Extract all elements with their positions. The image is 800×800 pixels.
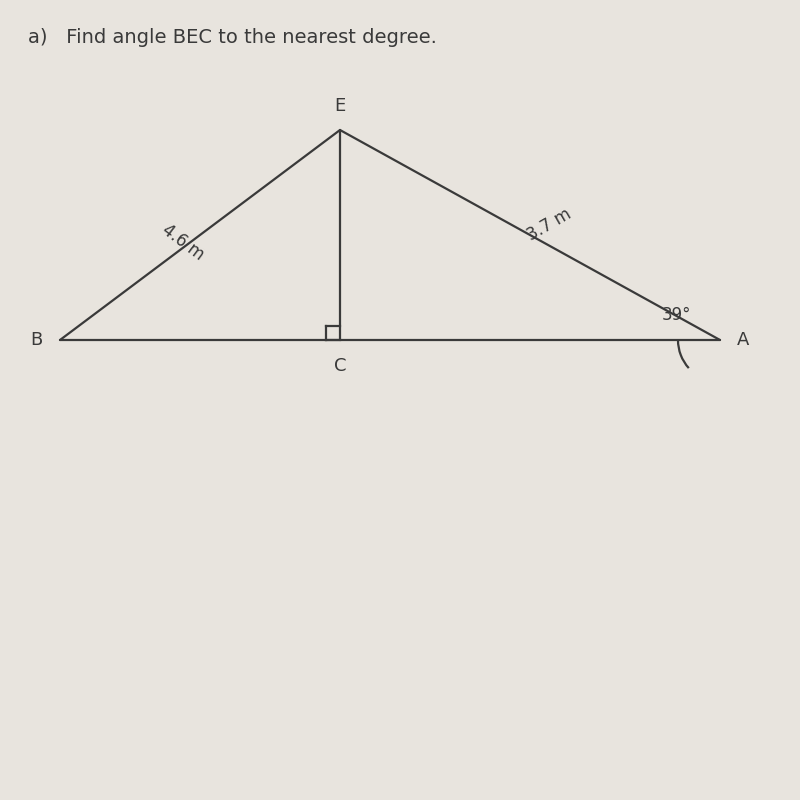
Text: a)   Find angle BEC to the nearest degree.: a) Find angle BEC to the nearest degree. [28, 28, 437, 47]
Text: E: E [334, 97, 346, 115]
Text: B: B [30, 331, 42, 349]
Text: C: C [334, 357, 346, 375]
Text: 39°: 39° [662, 306, 691, 324]
Text: 3.7 m: 3.7 m [524, 206, 574, 245]
Text: 4.6 m: 4.6 m [158, 221, 207, 263]
Text: A: A [737, 331, 750, 349]
